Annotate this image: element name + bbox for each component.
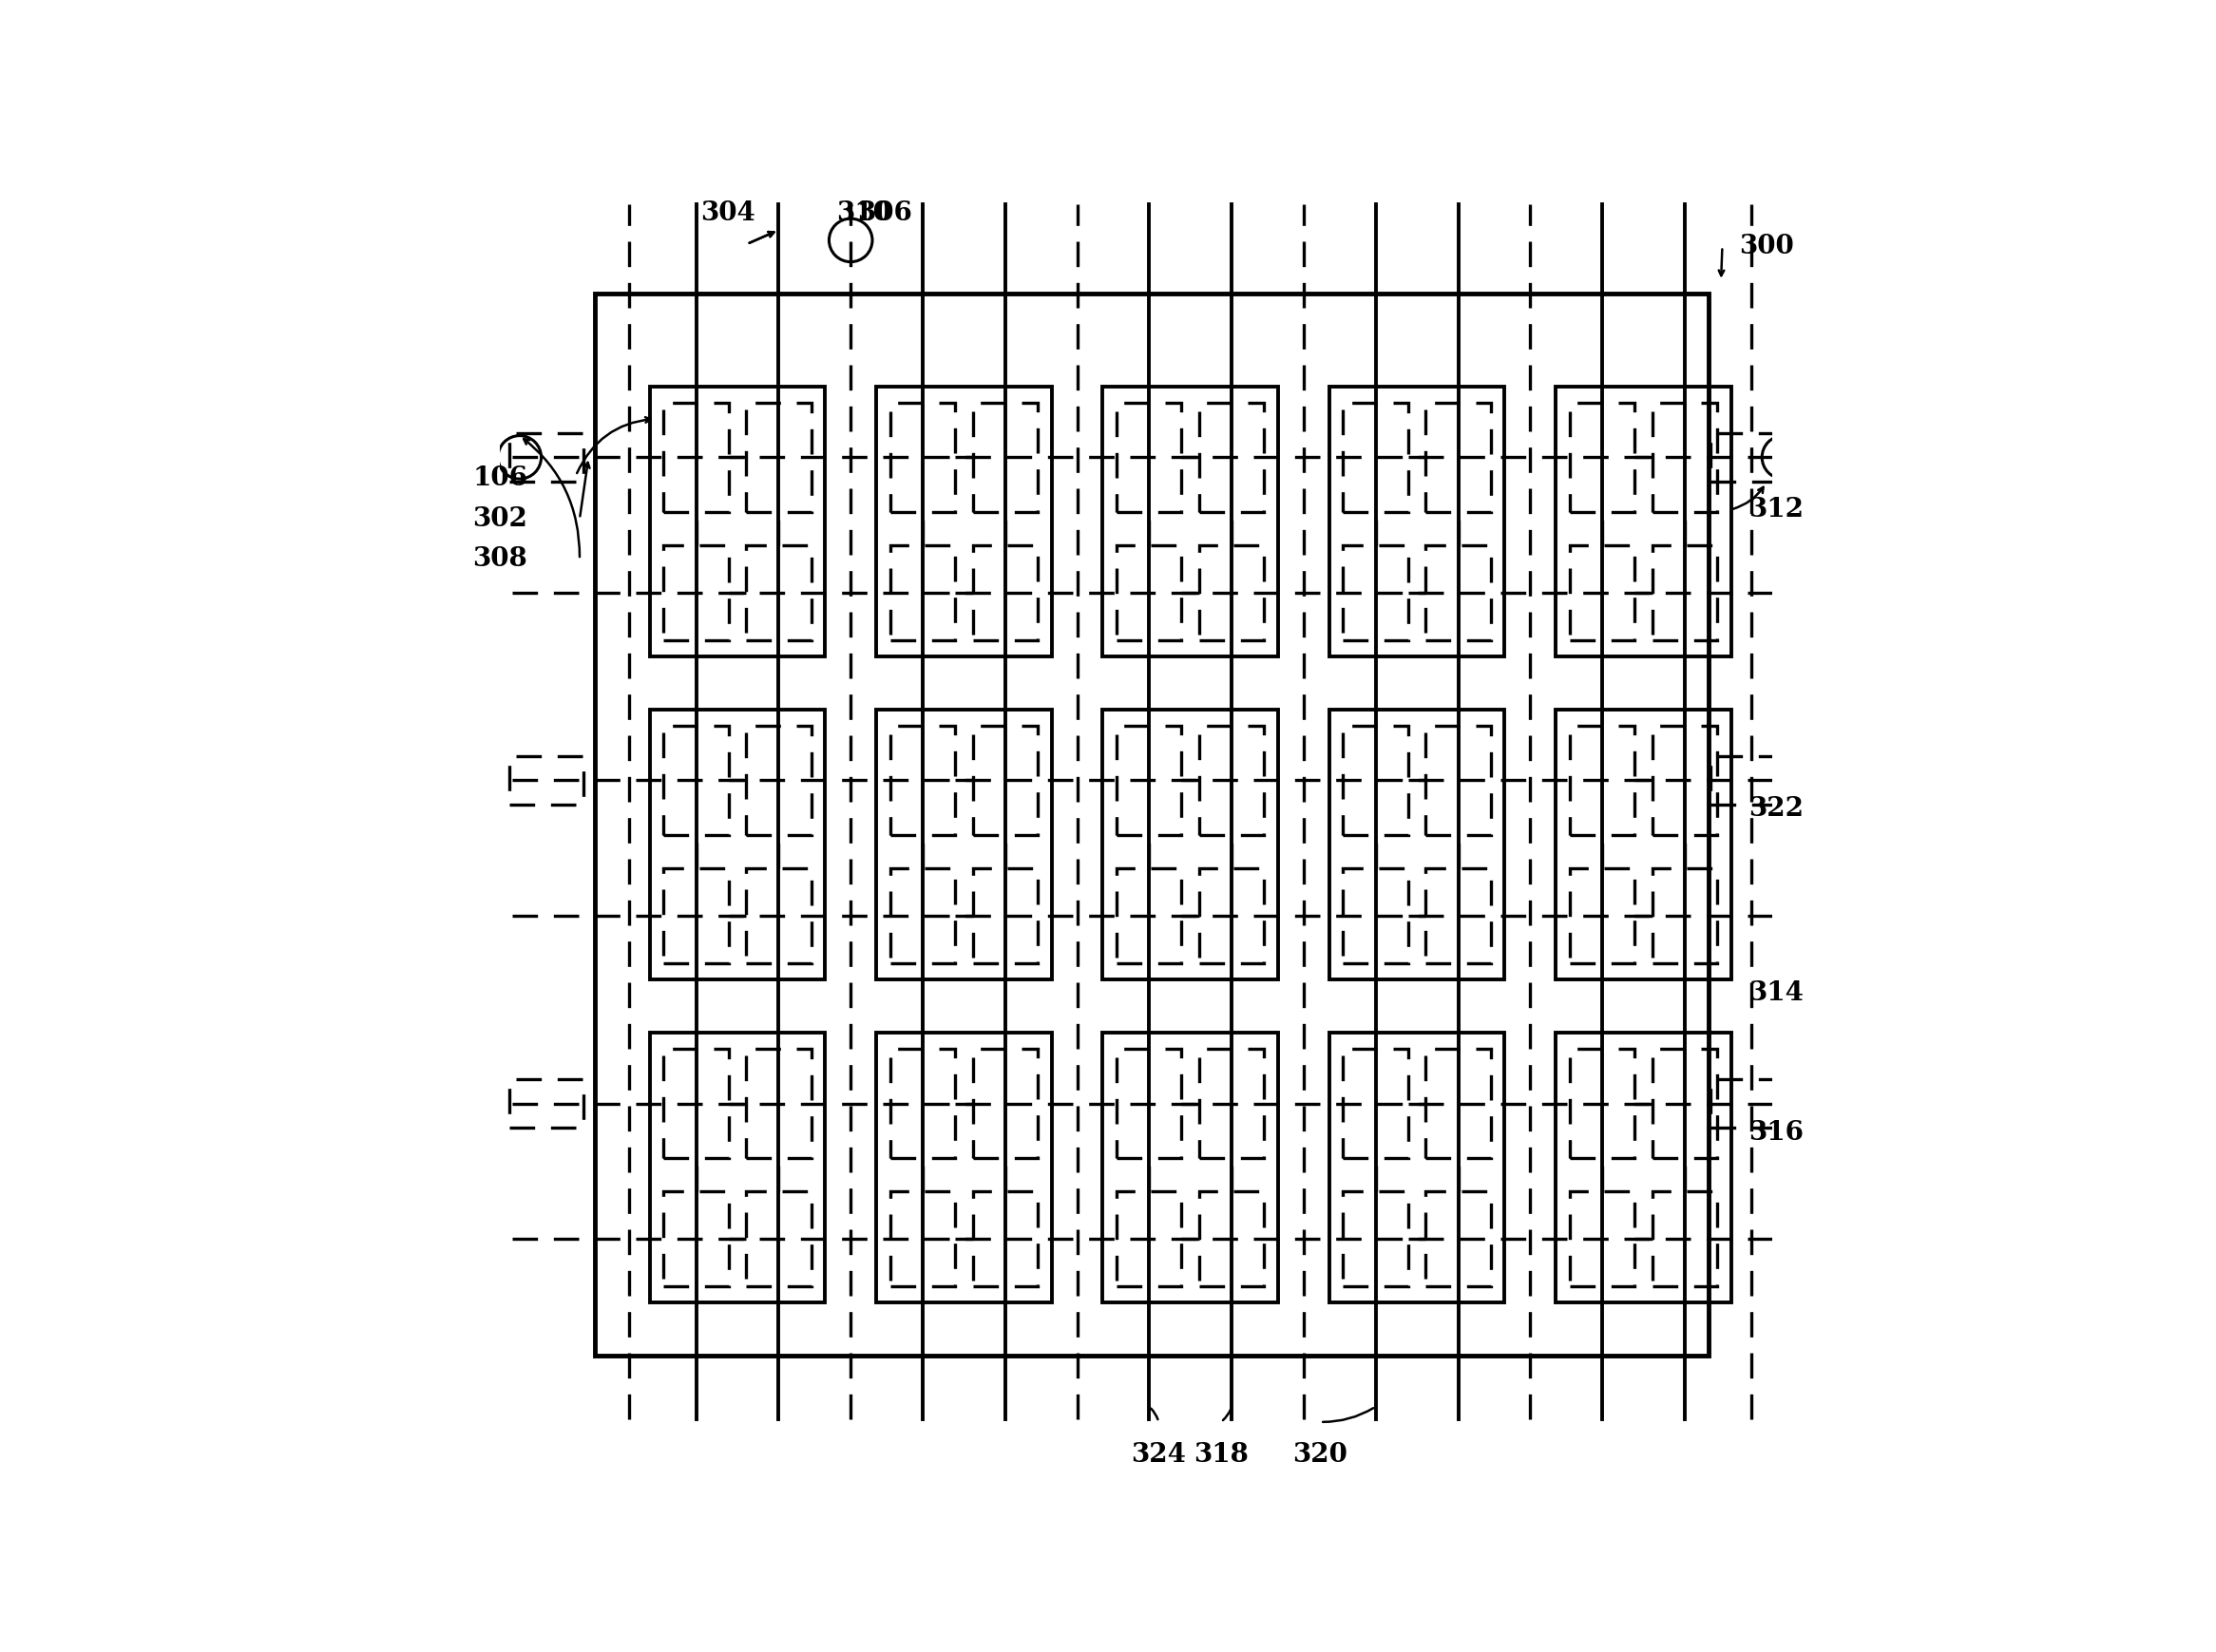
Bar [1569,1191,1635,1287]
Bar [747,403,811,512]
Bar [649,710,824,980]
Bar [649,1032,824,1302]
Bar [510,433,583,481]
Text: 308: 308 [472,547,527,572]
Bar [1330,387,1505,656]
Bar [973,545,1037,639]
Bar [1569,1049,1635,1158]
Bar [1199,869,1263,963]
Text: 314: 314 [1748,980,1804,1006]
Text: 304: 304 [700,200,756,226]
Bar [1653,403,1717,512]
Text: 318: 318 [1194,1442,1248,1469]
Bar [973,1191,1037,1287]
Bar [1711,757,1784,805]
Bar [510,757,583,805]
Bar [1653,1049,1717,1158]
Text: 316: 316 [1748,1120,1804,1146]
Bar [1199,1049,1263,1158]
Bar [1653,869,1717,963]
Bar [875,387,1053,656]
Bar [747,725,811,834]
Bar [891,403,955,512]
Bar [1343,403,1407,512]
Bar [973,403,1037,512]
Bar [594,294,1709,1356]
Bar [747,545,811,639]
Text: 322: 322 [1748,796,1804,821]
Bar [663,1191,729,1287]
Text: 320: 320 [1292,1442,1347,1469]
Bar [1199,403,1263,512]
Bar [1653,1191,1717,1287]
Bar [1556,387,1731,656]
Bar [875,1032,1053,1302]
Bar [891,545,955,639]
Bar [1104,710,1279,980]
Text: 312: 312 [1748,497,1804,522]
Bar [1199,725,1263,834]
Text: 324: 324 [1130,1442,1186,1469]
Bar [1569,403,1635,512]
Bar [891,725,955,834]
Text: 306: 306 [858,200,913,226]
Bar [1117,545,1181,639]
Bar [1425,1049,1491,1158]
Bar [973,725,1037,834]
Bar [1569,869,1635,963]
Bar [1104,387,1279,656]
Bar [1425,545,1491,639]
Bar [663,725,729,834]
Bar [663,403,729,512]
Bar [1330,1032,1505,1302]
Bar [891,1049,955,1158]
Text: 106: 106 [472,466,527,491]
Bar [1425,1191,1491,1287]
Bar [891,869,955,963]
Bar [1117,1049,1181,1158]
Bar [1343,725,1407,834]
Bar [747,1049,811,1158]
Text: 302: 302 [472,506,527,532]
Bar [747,1191,811,1287]
Bar [663,869,729,963]
Bar [649,387,824,656]
Bar [1343,545,1407,639]
Bar [1330,710,1505,980]
Bar [1569,725,1635,834]
Bar [1117,725,1181,834]
Bar [1117,403,1181,512]
Bar [1117,869,1181,963]
Bar [1425,403,1491,512]
Bar [1556,1032,1731,1302]
Bar [510,1079,583,1128]
Bar [1199,545,1263,639]
Bar [1343,1191,1407,1287]
Bar [663,1049,729,1158]
Bar [747,869,811,963]
Bar [1711,1079,1784,1128]
Bar [875,710,1053,980]
Bar [1425,725,1491,834]
Bar [1569,545,1635,639]
Bar [1117,1191,1181,1287]
Bar [1199,1191,1263,1287]
Bar [1556,710,1731,980]
Text: 310: 310 [835,200,891,226]
Bar [1425,869,1491,963]
Bar [1343,869,1407,963]
Bar [1343,1049,1407,1158]
Bar [1104,1032,1279,1302]
Text: 300: 300 [1740,235,1793,259]
Bar [1653,725,1717,834]
Bar [891,1191,955,1287]
Bar [1653,545,1717,639]
Bar [973,869,1037,963]
Bar [973,1049,1037,1158]
Bar [1711,433,1784,481]
Bar [663,545,729,639]
